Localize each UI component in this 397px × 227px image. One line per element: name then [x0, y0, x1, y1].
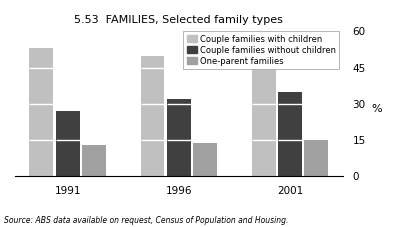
Bar	[29, 68, 53, 104]
Y-axis label: %: %	[371, 104, 382, 114]
Bar	[56, 140, 80, 176]
Bar	[252, 140, 276, 176]
Bar	[82, 145, 106, 176]
Bar	[304, 140, 328, 176]
Bar	[278, 140, 302, 176]
Bar	[252, 68, 276, 104]
Bar	[252, 104, 276, 140]
Text: Source: ABS data available on request, Census of Population and Housing.: Source: ABS data available on request, C…	[4, 216, 288, 225]
Bar	[167, 104, 191, 140]
Bar	[29, 140, 53, 176]
Bar	[141, 56, 164, 68]
Legend: Couple families with children, Couple families without children, One-parent fami: Couple families with children, Couple fa…	[183, 31, 339, 69]
Bar	[141, 68, 164, 104]
Bar	[141, 104, 164, 140]
Bar	[193, 143, 217, 176]
Bar	[167, 99, 191, 104]
Bar	[278, 104, 302, 140]
Bar	[141, 140, 164, 176]
Bar	[56, 111, 80, 140]
Bar	[167, 140, 191, 176]
Bar	[29, 48, 53, 68]
Bar	[252, 63, 276, 68]
Bar	[278, 92, 302, 104]
Title: 5.53  FAMILIES, Selected family types: 5.53 FAMILIES, Selected family types	[74, 15, 283, 25]
Bar	[29, 104, 53, 140]
